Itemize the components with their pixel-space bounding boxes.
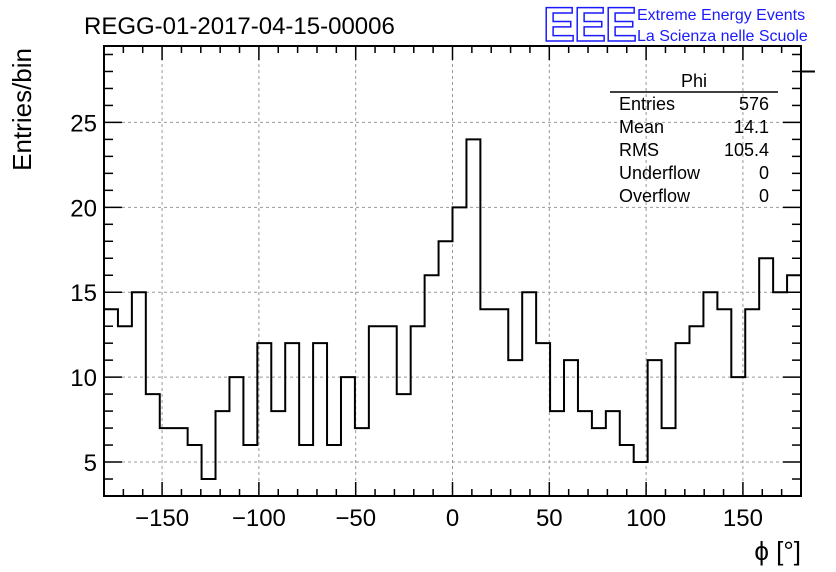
y-tick-label: 10 <box>70 365 97 392</box>
x-tick-label: −150 <box>135 505 189 532</box>
stats-value-underflow: 0 <box>759 163 769 183</box>
x-tick-label: 50 <box>536 505 563 532</box>
stats-label-entries: Entries <box>619 94 675 114</box>
y-tick-label: 5 <box>84 450 97 477</box>
stats-value-overflow: 0 <box>759 186 769 206</box>
histogram-series <box>104 70 815 481</box>
x-tick-label: 0 <box>446 505 459 532</box>
eee-logo: EEE Extreme Energy Events La Scienza nel… <box>542 0 808 53</box>
stats-value-entries: 576 <box>739 94 769 114</box>
x-tick-label: −50 <box>335 505 376 532</box>
logo-line-1: Extreme Energy Events <box>637 7 805 24</box>
y-tick-label: 20 <box>70 195 97 222</box>
stats-label-overflow: Overflow <box>619 186 691 206</box>
logo-line-2: La Scienza nelle Scuole <box>637 28 808 45</box>
y-tick-label: 15 <box>70 280 97 307</box>
y-axis-label: Entries/bin <box>7 48 37 171</box>
x-tick-label: −100 <box>232 505 286 532</box>
eee-logo-mark: EEE <box>543 0 636 52</box>
y-tick-label: 25 <box>70 110 97 137</box>
x-axis: −150 −100 −50 0 50 100 150 <box>103 46 802 532</box>
y-axis: 5 10 15 20 25 <box>70 53 801 497</box>
stats-label-mean: Mean <box>619 117 664 137</box>
stats-label-underflow: Underflow <box>619 163 701 183</box>
grid-lines <box>104 46 801 496</box>
stats-label-rms: RMS <box>619 140 659 160</box>
x-tick-label: 150 <box>723 505 763 532</box>
stats-value-rms: 105.4 <box>724 140 769 160</box>
stats-box: Phi Entries 576 Mean 14.1 RMS 105.4 Underflow 0… <box>610 71 778 206</box>
x-tick-label: 100 <box>626 505 666 532</box>
chart-title: REGG-01-2017-04-15-00006 <box>84 13 395 40</box>
x-axis-label: ϕ [°] <box>754 536 801 566</box>
stats-value-mean: 14.1 <box>734 117 769 137</box>
stats-box-title: Phi <box>681 71 707 91</box>
